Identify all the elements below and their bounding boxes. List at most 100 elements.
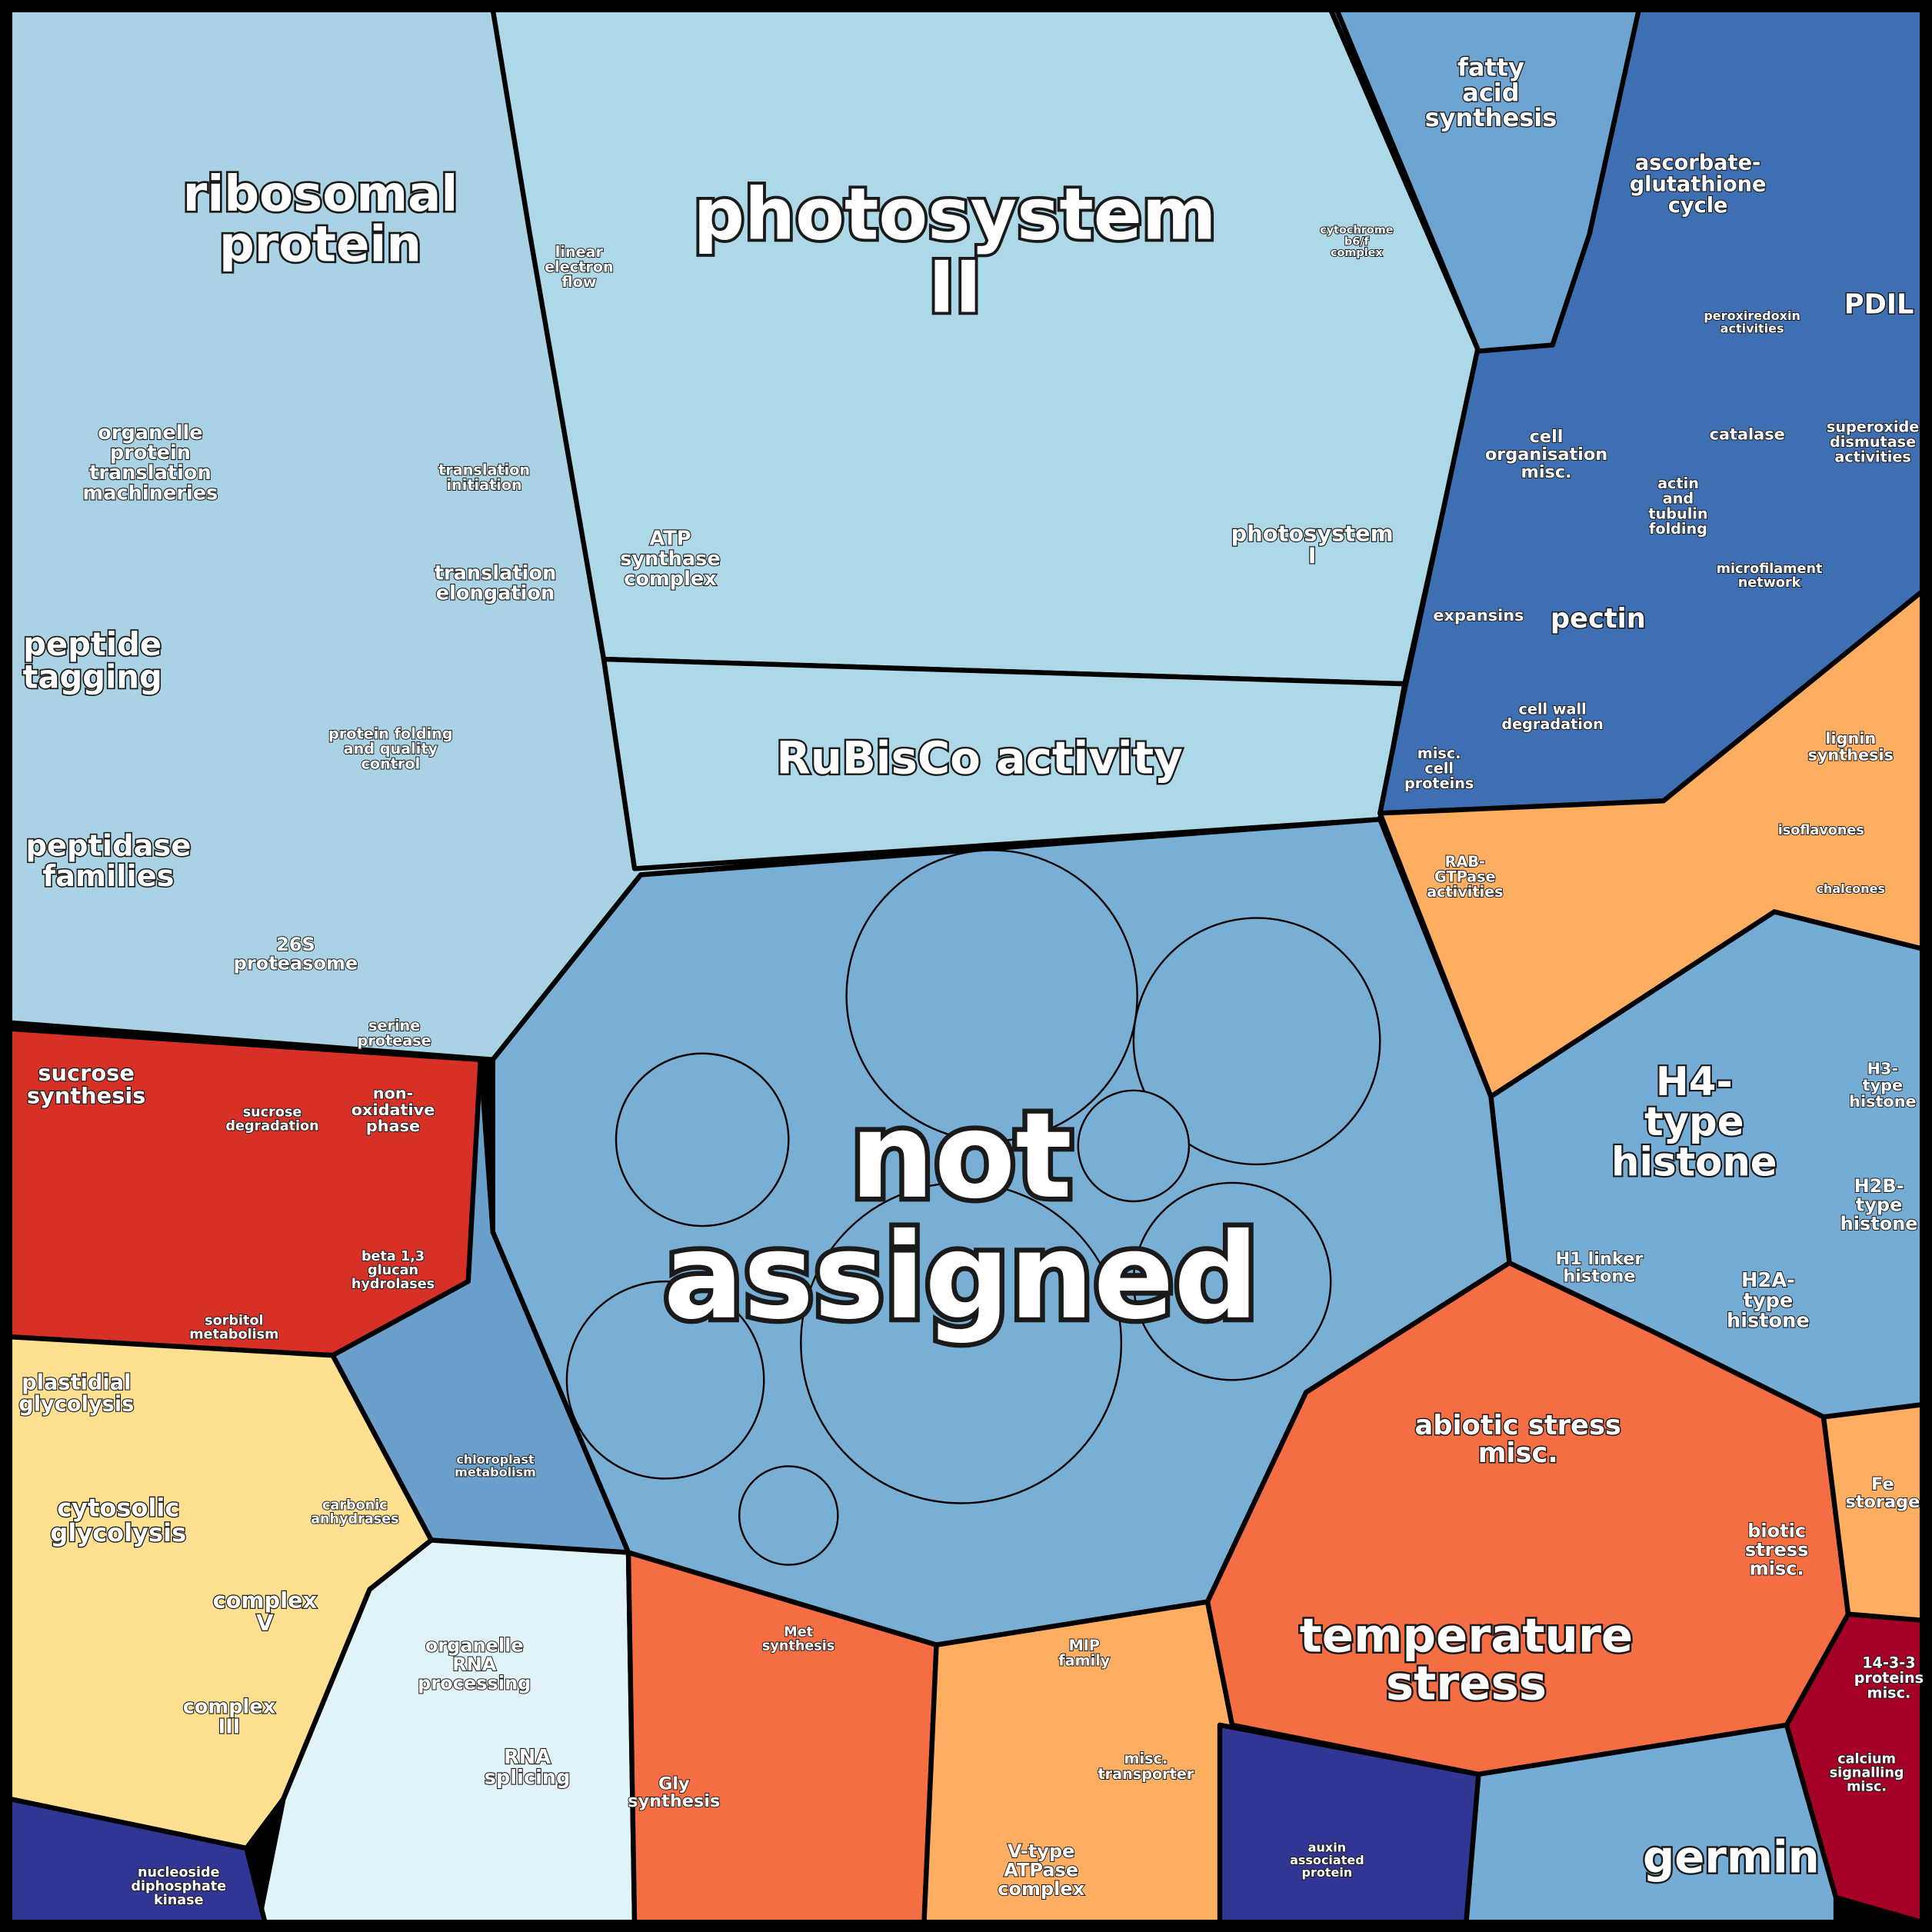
region-label: H1 linker [1555, 1249, 1643, 1269]
region-label: type [1856, 1194, 1903, 1215]
region-label: isoflavones [1778, 823, 1864, 838]
region-label: V [256, 1610, 274, 1636]
region-label: control [361, 755, 420, 773]
region-label: sorbitol [205, 1313, 263, 1328]
region-label: network [1738, 575, 1802, 591]
region-label: activities [1427, 883, 1504, 901]
region-label: sucrose [243, 1105, 302, 1121]
region-lipid [1334, 7, 1641, 354]
region-label: tagging [22, 658, 162, 696]
region-label: processing [418, 1672, 531, 1694]
region-label: histone [1563, 1267, 1635, 1287]
region-label: degradation [1501, 715, 1603, 733]
region-label: superoxide [1827, 418, 1919, 435]
region-label: histone [1611, 1139, 1777, 1185]
region-label: type [1644, 1099, 1744, 1145]
region-label: translation [438, 461, 530, 478]
region-label: flow [561, 273, 596, 291]
region-label: cycle [1668, 194, 1728, 218]
region-label: type [1863, 1076, 1904, 1094]
region-label: glutathione [1630, 172, 1767, 196]
region-label: H3- [1867, 1060, 1899, 1078]
region-label: cell [1424, 760, 1454, 778]
region-label: and [1663, 490, 1694, 508]
region-label: PDIL [1844, 288, 1914, 320]
region-label: organisation [1485, 445, 1607, 465]
region-label: photosystem [1231, 520, 1394, 546]
region-label: misc. [1521, 462, 1571, 482]
region-label: protein [110, 441, 191, 465]
region-label: diphosphate [131, 1879, 226, 1894]
region-label: organelle [98, 421, 202, 445]
region-label: families [42, 859, 174, 894]
region-label: degradation [225, 1119, 318, 1134]
region-label: misc. [1750, 1557, 1804, 1579]
region-label: carbonic [322, 1498, 388, 1514]
region-label: assigned [664, 1208, 1259, 1346]
region-label: chloroplast [456, 1452, 535, 1467]
region-label: b6/f [1344, 235, 1370, 248]
region-label: and quality [344, 740, 438, 758]
region-label: cell wall [1518, 700, 1586, 718]
region-nucleotide [7, 1796, 268, 1925]
region-label: complex [213, 1587, 318, 1614]
region-label: fatty [1457, 53, 1524, 82]
region-label: protein folding [328, 724, 453, 742]
region-label: cytosolic [57, 1494, 179, 1523]
region-label: storage [1845, 1492, 1920, 1512]
region-label: ATPase [1004, 1859, 1078, 1880]
region-label: peptidase [25, 829, 191, 864]
region-label: misc. [1417, 744, 1461, 762]
region-label: protein [1302, 1865, 1353, 1880]
region-label: II [928, 245, 981, 328]
region-label: misc. [1478, 1437, 1558, 1469]
region-label: peptide [23, 625, 162, 663]
region-label: misc. [1867, 1684, 1911, 1701]
region-label: translation [89, 461, 212, 485]
region-label: sucrose [38, 1060, 135, 1086]
region-label: MIP [1069, 1637, 1100, 1654]
region-label: Met [784, 1625, 813, 1641]
region-label: plastidial [22, 1371, 131, 1395]
region-label: RNA [452, 1654, 497, 1675]
cell [1132, 1181, 1332, 1381]
region-label: phase [366, 1117, 420, 1135]
region-label: linear [555, 243, 604, 261]
region-label: beta 1,3 [361, 1249, 425, 1264]
region-label: stress [1386, 1656, 1547, 1710]
region-label: non- [373, 1084, 414, 1103]
region-label: complex [183, 1695, 276, 1718]
region-label: complex [1331, 247, 1383, 259]
region-label: dismutase [1830, 433, 1916, 451]
cell [1132, 917, 1381, 1166]
region-label: histone [1727, 1309, 1810, 1332]
cell [615, 1052, 790, 1227]
region-label: GTPase [1434, 868, 1496, 886]
region-label: not [850, 1088, 1072, 1225]
region-label: synthesis [762, 1639, 834, 1654]
region-label: histone [1840, 1213, 1918, 1234]
region-label: family [1058, 1651, 1111, 1669]
cell [1077, 1089, 1191, 1203]
region-label: RNA [504, 1746, 551, 1769]
region-label: oxidative [351, 1101, 435, 1119]
region-label: synthesis [1425, 103, 1557, 132]
region-label: auxin [1308, 1840, 1346, 1855]
cell [845, 849, 1138, 1142]
region-label: glycolysis [18, 1392, 134, 1416]
region-label: associated [1290, 1853, 1364, 1867]
region-label: proteins [1854, 1669, 1924, 1687]
region-label: pectin [1551, 603, 1646, 635]
region-label: microfilament [1717, 561, 1823, 577]
region-label: peroxiredoxin [1704, 308, 1800, 323]
cell [800, 1181, 1123, 1504]
region-label: 26S [276, 934, 315, 955]
region-label: complex [624, 568, 717, 591]
region-label: misc. [1847, 1780, 1887, 1795]
region-label: tubulin [1648, 505, 1707, 522]
cell-circles [565, 849, 1381, 1566]
region-label: temperature [1300, 1608, 1633, 1663]
region-label: cytochrome [1320, 225, 1394, 237]
